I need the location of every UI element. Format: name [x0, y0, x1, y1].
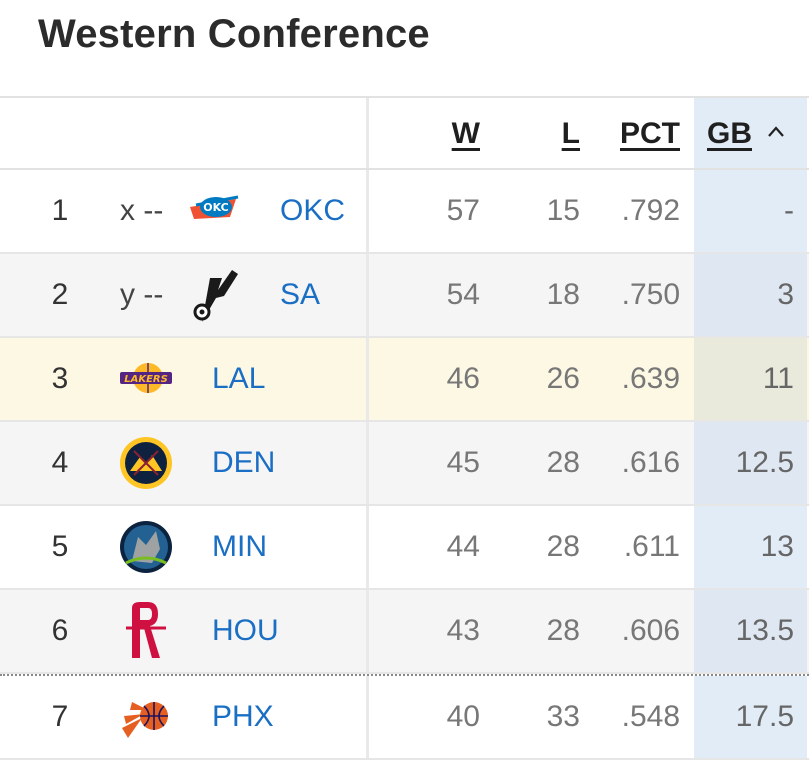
win-pct: .750 [621, 278, 680, 311]
games-behind: 13 [760, 530, 794, 563]
suns-logo-icon [122, 702, 168, 738]
win-pct: .606 [621, 614, 680, 647]
wins: 44 [446, 530, 480, 563]
table-row[interactable]: 6 HOU 43 28 .606 13.5 [0, 590, 809, 674]
team-abbr-link[interactable]: MIN [212, 530, 267, 563]
column-divider [366, 506, 369, 588]
gb-column-highlight [694, 254, 807, 336]
team-abbr-link[interactable]: LAL [212, 362, 266, 395]
losses: 28 [546, 446, 580, 479]
win-pct: .611 [623, 530, 680, 563]
svg-text:OKC: OKC [203, 201, 228, 214]
spurs-logo-icon [193, 270, 238, 322]
timberwolves-logo-icon [120, 521, 172, 573]
column-divider [366, 254, 369, 336]
win-pct: .792 [621, 194, 680, 227]
gb-column-highlight [694, 338, 807, 420]
standings-table: W L PCT GB 1 x -- OKC OKC 57 15 .792 - 2… [0, 96, 809, 760]
column-divider [366, 98, 369, 168]
gb-column-highlight [694, 170, 807, 252]
chevron-up-icon[interactable] [766, 122, 786, 142]
rank: 3 [51, 362, 69, 395]
games-behind: 13.5 [735, 614, 794, 647]
wins: 57 [446, 194, 480, 227]
games-behind: 12.5 [735, 446, 794, 479]
okc-logo-icon: OKC [190, 195, 239, 219]
column-header-w[interactable]: W [451, 117, 480, 150]
gb-column-highlight [694, 676, 807, 758]
rank: 7 [51, 700, 69, 733]
team-abbr-link[interactable]: OKC [280, 194, 346, 227]
column-divider [366, 170, 369, 252]
column-header-l[interactable]: L [561, 117, 580, 150]
losses: 26 [546, 362, 580, 395]
nuggets-logo-icon [120, 437, 172, 489]
rank: 6 [51, 614, 69, 647]
svg-text:LAKERS: LAKERS [124, 374, 168, 385]
rank: 5 [51, 530, 69, 563]
column-divider [366, 590, 369, 672]
gb-column-highlight [694, 590, 807, 672]
wins: 43 [446, 614, 480, 647]
table-row[interactable]: 7 PHX 40 33 .548 17.5 [0, 674, 809, 760]
column-divider [366, 338, 369, 420]
lakers-logo-icon: LAKERS [120, 363, 172, 393]
table-row[interactable]: 5 MIN 44 28 .611 13 [0, 506, 809, 590]
games-behind: 11 [762, 362, 794, 395]
losses: 33 [546, 700, 580, 733]
team-abbr-link[interactable]: DEN [212, 446, 276, 479]
wins: 45 [446, 446, 480, 479]
rank: 1 [51, 194, 69, 227]
column-header-pct[interactable]: PCT [620, 117, 680, 150]
clinch-indicator: x -- [120, 194, 164, 227]
team-abbr-link[interactable]: SA [280, 278, 321, 311]
wins: 54 [446, 278, 480, 311]
column-divider [366, 676, 369, 758]
table-row[interactable]: 2 y -- SA 54 18 .750 3 [0, 254, 809, 338]
gb-column-highlight [694, 98, 807, 168]
table-header: W L PCT GB [0, 96, 809, 170]
win-pct: .548 [621, 700, 680, 733]
table-row[interactable]: 4 DEN 45 28 .616 12.5 [0, 422, 809, 506]
column-header-gb[interactable]: GB [707, 117, 752, 150]
table-row[interactable]: 1 x -- OKC OKC 57 15 .792 - [0, 170, 809, 254]
losses: 15 [546, 194, 580, 227]
page-title: Western Conference [38, 12, 430, 56]
team-abbr-link[interactable]: PHX [212, 700, 274, 733]
games-behind: - [784, 194, 794, 227]
losses: 28 [546, 614, 580, 647]
losses: 28 [546, 530, 580, 563]
losses: 18 [546, 278, 580, 311]
table-row[interactable]: 3 LAKERS LAL 46 26 .639 11 [0, 338, 809, 422]
team-abbr-link[interactable]: HOU [212, 614, 279, 647]
gb-column-highlight [694, 422, 807, 504]
rockets-logo-icon [126, 602, 166, 658]
win-pct: .616 [621, 446, 680, 479]
column-divider [366, 422, 369, 504]
rank: 2 [51, 278, 69, 311]
rank: 4 [51, 446, 69, 479]
wins: 40 [446, 700, 480, 733]
games-behind: 17.5 [735, 700, 794, 733]
gb-column-highlight [694, 506, 807, 588]
wins: 46 [446, 362, 480, 395]
clinch-indicator: y -- [120, 278, 164, 311]
games-behind: 3 [777, 278, 794, 311]
win-pct: .639 [621, 362, 680, 395]
